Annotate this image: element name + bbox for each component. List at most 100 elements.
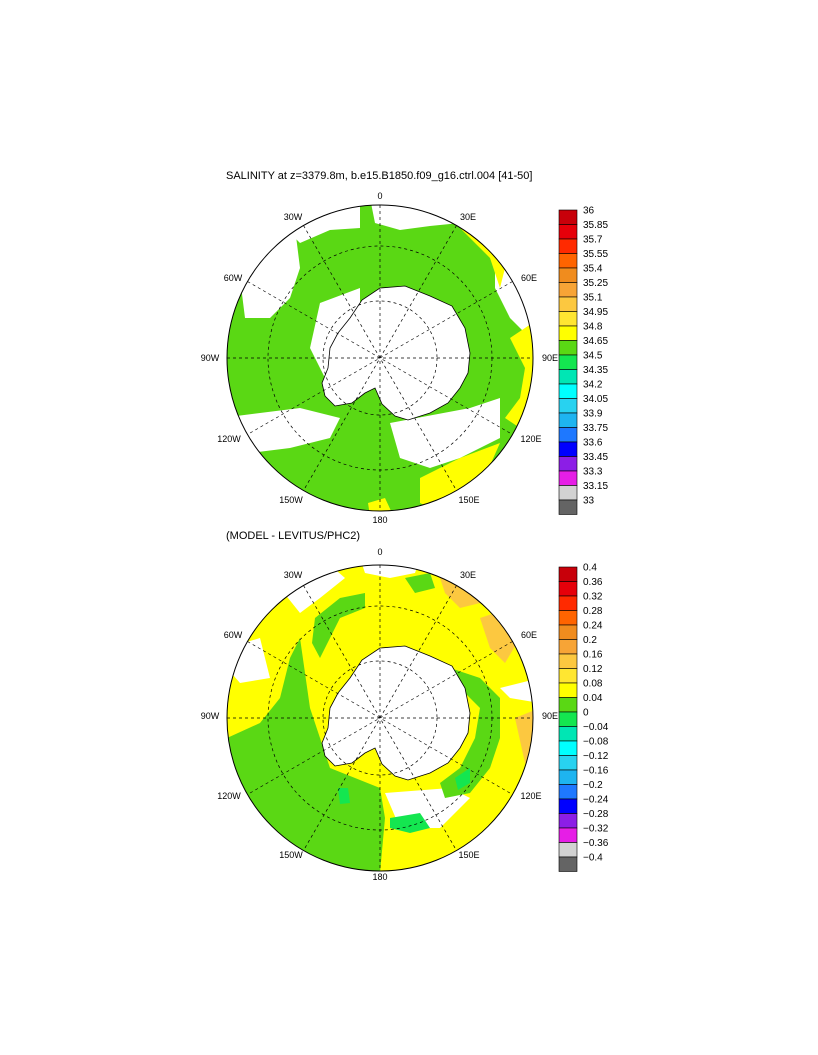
colorbar-tick-label: −0.2	[583, 780, 603, 791]
salinity-map-panel: SALINITY at z=3379.8m, b.e15.B1850.f09_g…	[0, 168, 818, 525]
colorbar-swatch	[558, 354, 578, 370]
colorbar-swatch	[558, 369, 578, 385]
colorbar-tick-label: 34.65	[583, 336, 608, 347]
colorbar-swatch	[558, 282, 578, 298]
colorbar-swatch	[558, 813, 578, 829]
colorbar-tick-label: 33.75	[583, 423, 608, 434]
colorbar-tick-label: −0.08	[583, 737, 609, 748]
colorbar-tick-label: 34.8	[583, 322, 603, 333]
colorbar-tick-label: 33.45	[583, 452, 608, 463]
colorbar-swatch	[558, 224, 578, 240]
colorbar-tick-label: −0.12	[583, 751, 609, 762]
lon-label-60w: 60W	[224, 273, 243, 283]
colorbar-swatch	[558, 267, 578, 283]
lon-label-0: 0	[377, 191, 382, 201]
colorbar-swatch	[558, 711, 578, 727]
lon-label-30w: 30W	[284, 212, 303, 222]
colorbar-swatch	[558, 456, 578, 472]
colorbar-tick-label: −0.16	[583, 766, 609, 777]
lon-label-90w: 90W	[201, 711, 220, 721]
colorbar-swatch	[558, 398, 578, 414]
colorbar-swatch	[558, 639, 578, 655]
colorbar-swatch	[558, 485, 578, 501]
colorbar-tick-label: 35.55	[583, 249, 608, 260]
colorbar-swatch	[558, 412, 578, 428]
lon-label-120e: 120E	[520, 434, 541, 444]
colorbar-tick-label: 0	[583, 708, 589, 719]
lon-label-180: 180	[372, 515, 387, 525]
colorbar-swatch	[558, 842, 578, 858]
colorbar-swatch	[558, 856, 578, 872]
colorbar: 36 35.85 35.7 35.55 35.4 35.25 35.1 34.95 34.8 34…	[558, 206, 608, 515]
colorbar-tick-label: 34.05	[583, 394, 608, 405]
colorbar-swatch	[558, 253, 578, 269]
lon-label-90e: 90E	[542, 711, 558, 721]
colorbar-tick-label: 0.28	[583, 606, 603, 617]
polar-map-salinity: 0 30E 60E 90E 120E 150E 180 150W 120W 90…	[201, 191, 609, 525]
colorbar-swatch	[558, 296, 578, 312]
lon-label-30e: 30E	[460, 570, 476, 580]
panel-title: (MODEL - LEVITUS/PHC2)	[226, 530, 361, 542]
colorbar-tick-label: 0.36	[583, 577, 603, 588]
lon-label-120w: 120W	[217, 791, 241, 801]
colorbar-swatch	[558, 499, 578, 515]
colorbar-swatch	[558, 827, 578, 843]
lon-label-0: 0	[377, 547, 382, 557]
panel-title: SALINITY at z=3379.8m, b.e15.B1850.f09_g…	[226, 170, 533, 182]
colorbar-tick-label: 34.5	[583, 351, 603, 362]
colorbar-tick-label: 0.04	[583, 693, 603, 704]
colorbar-swatch	[558, 383, 578, 399]
colorbar-swatch	[558, 566, 578, 582]
colorbar-tick-label: 33	[583, 496, 595, 507]
map-boundary	[226, 564, 534, 872]
colorbar-swatch	[558, 798, 578, 814]
colorbar-tick-label: 34.95	[583, 307, 608, 318]
difference-map-panel: (MODEL - LEVITUS/PHC2)	[0, 528, 818, 882]
colorbar-tick-label: 35.7	[583, 235, 603, 246]
colorbar-tick-label: 0.12	[583, 664, 603, 675]
colorbar-swatch	[558, 668, 578, 684]
colorbar-swatch	[558, 209, 578, 225]
lon-label-90w: 90W	[201, 353, 220, 363]
colorbar-tick-label: 34.35	[583, 365, 608, 376]
polar-map-difference: 0 30E 60E 90E 120E 150E 180 150W 120W 90…	[201, 547, 609, 882]
colorbar-swatch	[558, 581, 578, 597]
colorbar-tick-label: −0.04	[583, 722, 609, 733]
colorbar-tick-label: 36	[583, 206, 595, 217]
lon-label-60w: 60W	[224, 630, 243, 640]
lon-label-30e: 30E	[460, 212, 476, 222]
colorbar-swatch	[558, 470, 578, 486]
colorbar-tick-label: 35.1	[583, 293, 603, 304]
lon-label-90e: 90E	[542, 353, 558, 363]
colorbar-swatch	[558, 740, 578, 756]
lon-label-60e: 60E	[521, 273, 537, 283]
graticule	[227, 205, 533, 511]
colorbar-swatch	[558, 653, 578, 669]
colorbar-tick-label: 0.2	[583, 635, 597, 646]
colorbar-tick-label: 35.85	[583, 220, 608, 231]
colorbar-tick-label: −0.28	[583, 809, 609, 820]
colorbar-swatch	[558, 610, 578, 626]
colorbar-swatch	[558, 769, 578, 785]
colorbar-swatch	[558, 340, 578, 356]
map-field	[227, 565, 533, 871]
lon-label-150w: 150W	[279, 850, 303, 860]
lon-label-30w: 30W	[284, 570, 303, 580]
colorbar-tick-label: 33.9	[583, 409, 603, 420]
colorbar-tick-label: −0.32	[583, 824, 609, 835]
colorbar-swatch	[558, 427, 578, 443]
colorbar-tick-label: 0.16	[583, 650, 603, 661]
colorbar-swatch	[558, 325, 578, 341]
colorbar-tick-label: 33.3	[583, 467, 603, 478]
colorbar-tick-label: −0.36	[583, 838, 609, 849]
lon-label-120w: 120W	[217, 434, 241, 444]
colorbar-tick-label: 0.32	[583, 592, 603, 603]
colorbar-tick-label: −0.4	[583, 853, 603, 864]
lon-label-150w: 150W	[279, 495, 303, 505]
graticule	[227, 565, 533, 871]
colorbar-swatch	[558, 784, 578, 800]
lon-label-60e: 60E	[521, 630, 537, 640]
colorbar-tick-label: 33.15	[583, 481, 608, 492]
lon-label-150e: 150E	[458, 850, 479, 860]
colorbar: 0.4 0.36 0.32 0.28 0.24 0.2 0.16 0.12 0.08 0.04 0 −…	[558, 563, 609, 872]
